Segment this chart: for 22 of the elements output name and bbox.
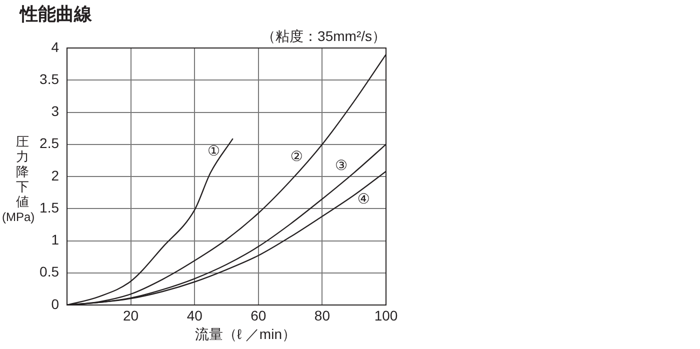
y-tick-label: 1 [51,232,60,248]
series-label: ④ [357,191,370,208]
y-tick-label: 4 [51,38,60,55]
y-tick-label: 3 [51,103,60,120]
y-tick-label: 2 [51,167,60,184]
series-label: ③ [335,158,348,174]
x-tick-label: 80 [314,307,330,324]
x-tick-label: 100 [374,307,398,324]
x-tick-label: 60 [250,307,266,324]
y-tick-label: 1.5 [40,199,60,216]
x-tick-label: 20 [123,307,139,324]
series-label: ① [207,144,220,160]
chart-title: 性能曲線 [20,3,92,26]
y-tick-label: 3.5 [40,70,60,87]
series-label: ② [290,148,303,165]
y-tick-label: 0 [51,296,60,312]
x-axis-title: 流量（ℓ ／min） [195,326,296,344]
y-axis-title: 圧力降下値(MPa) [2,134,35,224]
text: （粘度：35mm²/s） [262,28,386,46]
x-tick-label: 40 [186,307,203,324]
y-tick-label: 2.5 [40,135,60,152]
y-tick-label: 0.5 [40,264,60,280]
